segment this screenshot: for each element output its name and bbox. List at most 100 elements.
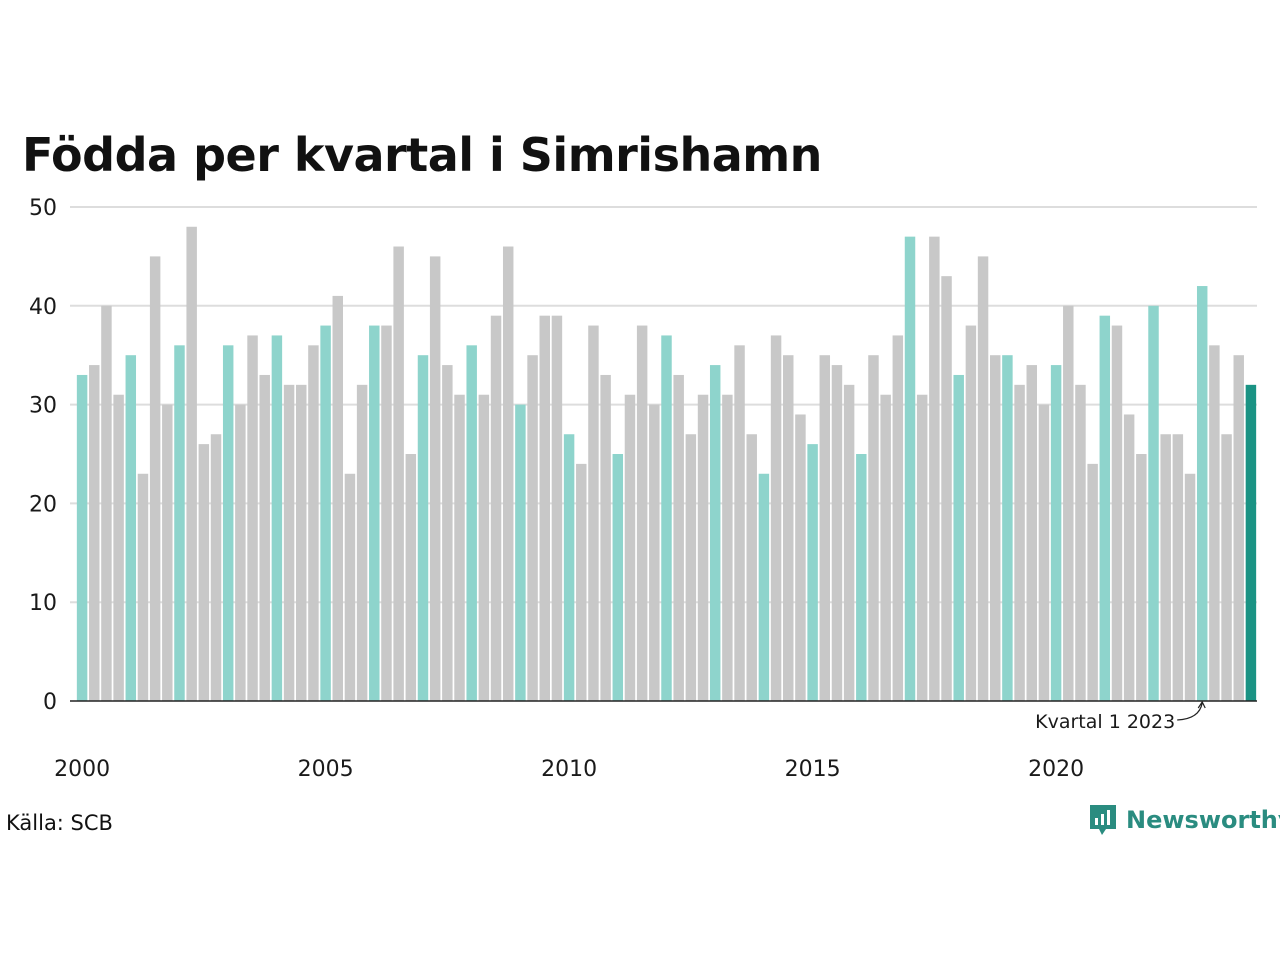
bar bbox=[89, 365, 100, 701]
bar bbox=[332, 295, 343, 701]
bar bbox=[600, 374, 611, 701]
bar bbox=[685, 434, 697, 701]
bar bbox=[1136, 454, 1147, 701]
source-note: Källa: SCB bbox=[6, 811, 113, 835]
bar bbox=[429, 256, 441, 701]
bar bbox=[1050, 365, 1062, 701]
bar bbox=[612, 454, 624, 701]
bar bbox=[770, 335, 782, 701]
bar bbox=[1184, 473, 1196, 701]
bar bbox=[502, 246, 514, 701]
bar bbox=[734, 345, 745, 701]
bar bbox=[356, 384, 368, 701]
bar bbox=[149, 256, 161, 701]
bar bbox=[1245, 384, 1257, 701]
bar bbox=[1209, 345, 1220, 701]
brand-logo: Newsworthy bbox=[1088, 803, 1280, 837]
bar bbox=[1160, 434, 1171, 701]
x-tick-label: 2015 bbox=[785, 757, 841, 782]
bar bbox=[1099, 315, 1111, 701]
bar bbox=[417, 355, 429, 701]
bar bbox=[941, 276, 952, 701]
x-tick-label: 2020 bbox=[1028, 757, 1084, 782]
annotation: Kvartal 1 2023 bbox=[1035, 700, 1206, 733]
bar bbox=[101, 305, 112, 701]
bar bbox=[807, 444, 818, 701]
y-tick-label: 40 bbox=[29, 295, 57, 320]
bar bbox=[1123, 414, 1135, 701]
annotation-arrow bbox=[1177, 700, 1206, 721]
bar bbox=[904, 236, 916, 701]
y-tick-label: 10 bbox=[29, 591, 57, 616]
chart-title: Födda per kvartal i Simrishamn bbox=[22, 128, 822, 182]
bar bbox=[977, 256, 989, 701]
bar bbox=[1063, 305, 1074, 701]
bar bbox=[308, 345, 319, 701]
bar bbox=[965, 325, 977, 701]
bar bbox=[1075, 384, 1086, 701]
bar bbox=[539, 315, 550, 701]
bar bbox=[1087, 463, 1098, 701]
bar bbox=[466, 345, 477, 701]
bar bbox=[929, 236, 940, 701]
y-axis-ticks: 0 10 20 30 40 50 bbox=[29, 196, 57, 715]
bar bbox=[649, 404, 660, 701]
bar bbox=[113, 394, 124, 701]
bars bbox=[76, 226, 1257, 701]
bar bbox=[76, 374, 88, 701]
bar bbox=[125, 355, 137, 701]
y-tick-label: 30 bbox=[29, 394, 57, 419]
bar bbox=[1038, 404, 1050, 701]
bar bbox=[369, 325, 380, 701]
bar bbox=[1196, 286, 1208, 701]
bar bbox=[478, 394, 490, 701]
bar bbox=[235, 404, 246, 701]
bar bbox=[174, 345, 185, 701]
bar bbox=[210, 434, 222, 701]
bar bbox=[1014, 384, 1025, 701]
bar bbox=[576, 463, 587, 701]
annotation-label: Kvartal 1 2023 bbox=[1035, 711, 1175, 733]
bar bbox=[344, 473, 356, 701]
bar bbox=[1002, 355, 1013, 701]
bar bbox=[636, 325, 648, 701]
bar bbox=[697, 394, 709, 701]
bar bbox=[892, 335, 904, 701]
bar bbox=[856, 454, 867, 701]
bar bbox=[831, 365, 843, 701]
bar bbox=[1233, 355, 1244, 701]
y-tick-label: 0 bbox=[43, 690, 57, 715]
bar bbox=[247, 335, 258, 701]
bar bbox=[393, 246, 404, 701]
bar bbox=[709, 365, 721, 701]
bar bbox=[515, 404, 526, 701]
bar bbox=[162, 404, 173, 701]
bar bbox=[783, 355, 794, 701]
bar bbox=[551, 315, 563, 701]
x-tick-label: 2000 bbox=[54, 757, 110, 782]
bar bbox=[1148, 305, 1159, 701]
bar bbox=[186, 226, 197, 701]
bar bbox=[673, 374, 684, 701]
bar bbox=[722, 394, 733, 701]
y-tick-label: 20 bbox=[29, 492, 57, 517]
newsworthy-logo-icon bbox=[1090, 805, 1116, 835]
bar bbox=[381, 325, 392, 701]
bar bbox=[819, 355, 831, 701]
x-axis-ticks: 2000 2005 2010 2015 2020 bbox=[54, 757, 1084, 782]
bar bbox=[953, 374, 964, 701]
bar bbox=[454, 394, 465, 701]
bar bbox=[563, 434, 575, 701]
bar bbox=[843, 384, 855, 701]
bar bbox=[990, 355, 1001, 701]
bar bbox=[198, 444, 210, 701]
bar bbox=[1172, 434, 1184, 701]
bar bbox=[795, 414, 806, 701]
bar bbox=[283, 384, 295, 701]
bar bbox=[758, 473, 770, 701]
bar bbox=[320, 325, 331, 701]
y-tick-label: 50 bbox=[29, 196, 57, 221]
bar bbox=[222, 345, 234, 701]
bar bbox=[490, 315, 502, 701]
